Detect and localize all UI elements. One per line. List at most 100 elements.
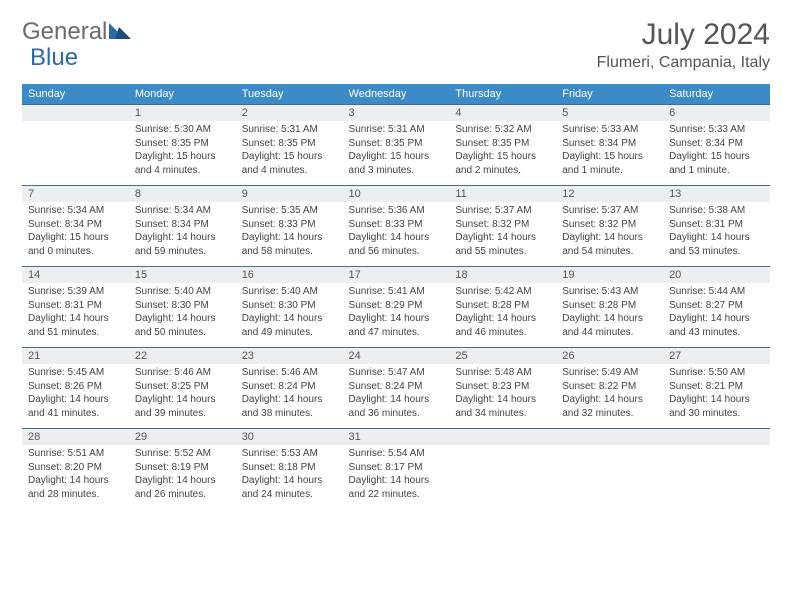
- day-number: 1: [129, 105, 236, 122]
- sunset-text: Sunset: 8:34 PM: [669, 137, 764, 151]
- daylight1-text: Daylight: 14 hours: [349, 231, 444, 245]
- daylight1-text: Daylight: 14 hours: [349, 312, 444, 326]
- day-number: 23: [236, 348, 343, 365]
- day-cell: Sunrise: 5:36 AMSunset: 8:33 PMDaylight:…: [343, 202, 450, 267]
- weekday-header: Wednesday: [343, 84, 450, 105]
- sunrise-text: Sunrise: 5:46 AM: [135, 366, 230, 380]
- daylight2-text: and 43 minutes.: [669, 326, 764, 340]
- day-cell: Sunrise: 5:34 AMSunset: 8:34 PMDaylight:…: [22, 202, 129, 267]
- daylight2-text: and 39 minutes.: [135, 407, 230, 421]
- daylight1-text: Daylight: 14 hours: [562, 231, 657, 245]
- daylight1-text: Daylight: 14 hours: [349, 474, 444, 488]
- day-number: 25: [449, 348, 556, 365]
- daylight2-text: and 51 minutes.: [28, 326, 123, 340]
- day-number: 18: [449, 267, 556, 284]
- title-block: July 2024 Flumeri, Campania, Italy: [597, 18, 770, 72]
- sunset-text: Sunset: 8:33 PM: [349, 218, 444, 232]
- sunrise-text: Sunrise: 5:34 AM: [28, 204, 123, 218]
- daylight1-text: Daylight: 14 hours: [455, 231, 550, 245]
- header: General July 2024 Flumeri, Campania, Ita…: [22, 18, 770, 72]
- day-cell: [663, 445, 770, 509]
- sunset-text: Sunset: 8:31 PM: [669, 218, 764, 232]
- day-cell: Sunrise: 5:48 AMSunset: 8:23 PMDaylight:…: [449, 364, 556, 429]
- daylight1-text: Daylight: 15 hours: [242, 150, 337, 164]
- day-content-row: Sunrise: 5:30 AMSunset: 8:35 PMDaylight:…: [22, 121, 770, 186]
- sunrise-text: Sunrise: 5:38 AM: [669, 204, 764, 218]
- sunset-text: Sunset: 8:34 PM: [28, 218, 123, 232]
- sunrise-text: Sunrise: 5:37 AM: [455, 204, 550, 218]
- day-number-row: 28293031: [22, 429, 770, 446]
- day-number: 29: [129, 429, 236, 446]
- daylight2-text: and 53 minutes.: [669, 245, 764, 259]
- weekday-header: Friday: [556, 84, 663, 105]
- sunset-text: Sunset: 8:26 PM: [28, 380, 123, 394]
- sunrise-text: Sunrise: 5:34 AM: [135, 204, 230, 218]
- daylight1-text: Daylight: 14 hours: [562, 312, 657, 326]
- daylight1-text: Daylight: 14 hours: [242, 474, 337, 488]
- daylight2-text: and 36 minutes.: [349, 407, 444, 421]
- day-number: 12: [556, 186, 663, 203]
- sunrise-text: Sunrise: 5:40 AM: [135, 285, 230, 299]
- sunrise-text: Sunrise: 5:41 AM: [349, 285, 444, 299]
- day-number: 2: [236, 105, 343, 122]
- sunset-text: Sunset: 8:32 PM: [455, 218, 550, 232]
- weekday-header-row: Sunday Monday Tuesday Wednesday Thursday…: [22, 84, 770, 105]
- day-number: 31: [343, 429, 450, 446]
- day-number: 7: [22, 186, 129, 203]
- day-number: 28: [22, 429, 129, 446]
- day-cell: Sunrise: 5:39 AMSunset: 8:31 PMDaylight:…: [22, 283, 129, 348]
- sunset-text: Sunset: 8:28 PM: [562, 299, 657, 313]
- daylight2-text: and 34 minutes.: [455, 407, 550, 421]
- day-cell: Sunrise: 5:49 AMSunset: 8:22 PMDaylight:…: [556, 364, 663, 429]
- day-number: 19: [556, 267, 663, 284]
- day-number: 17: [343, 267, 450, 284]
- day-cell: Sunrise: 5:46 AMSunset: 8:24 PMDaylight:…: [236, 364, 343, 429]
- daylight1-text: Daylight: 15 hours: [455, 150, 550, 164]
- day-number: 13: [663, 186, 770, 203]
- day-cell: Sunrise: 5:37 AMSunset: 8:32 PMDaylight:…: [449, 202, 556, 267]
- daylight1-text: Daylight: 14 hours: [135, 231, 230, 245]
- daylight2-text: and 32 minutes.: [562, 407, 657, 421]
- day-number: 3: [343, 105, 450, 122]
- day-cell: Sunrise: 5:46 AMSunset: 8:25 PMDaylight:…: [129, 364, 236, 429]
- day-cell: [22, 121, 129, 186]
- sunset-text: Sunset: 8:27 PM: [669, 299, 764, 313]
- day-cell: Sunrise: 5:47 AMSunset: 8:24 PMDaylight:…: [343, 364, 450, 429]
- daylight1-text: Daylight: 14 hours: [242, 312, 337, 326]
- day-cell: Sunrise: 5:53 AMSunset: 8:18 PMDaylight:…: [236, 445, 343, 509]
- day-cell: Sunrise: 5:40 AMSunset: 8:30 PMDaylight:…: [129, 283, 236, 348]
- sunrise-text: Sunrise: 5:31 AM: [242, 123, 337, 137]
- day-number: 26: [556, 348, 663, 365]
- sunset-text: Sunset: 8:33 PM: [242, 218, 337, 232]
- daylight1-text: Daylight: 14 hours: [28, 474, 123, 488]
- weekday-header: Tuesday: [236, 84, 343, 105]
- sunrise-text: Sunrise: 5:39 AM: [28, 285, 123, 299]
- day-number: [449, 429, 556, 446]
- location: Flumeri, Campania, Italy: [597, 54, 770, 72]
- daylight2-text: and 1 minute.: [562, 164, 657, 178]
- daylight2-text: and 22 minutes.: [349, 488, 444, 502]
- day-number: 5: [556, 105, 663, 122]
- daylight2-text: and 47 minutes.: [349, 326, 444, 340]
- daylight1-text: Daylight: 14 hours: [135, 474, 230, 488]
- day-number: 11: [449, 186, 556, 203]
- day-cell: Sunrise: 5:35 AMSunset: 8:33 PMDaylight:…: [236, 202, 343, 267]
- daylight1-text: Daylight: 15 hours: [28, 231, 123, 245]
- sunrise-text: Sunrise: 5:51 AM: [28, 447, 123, 461]
- daylight1-text: Daylight: 14 hours: [135, 393, 230, 407]
- sunrise-text: Sunrise: 5:36 AM: [349, 204, 444, 218]
- day-number: 30: [236, 429, 343, 446]
- day-number-row: 78910111213: [22, 186, 770, 203]
- sunset-text: Sunset: 8:35 PM: [455, 137, 550, 151]
- daylight1-text: Daylight: 14 hours: [349, 393, 444, 407]
- daylight1-text: Daylight: 14 hours: [455, 312, 550, 326]
- daylight2-text: and 55 minutes.: [455, 245, 550, 259]
- sunrise-text: Sunrise: 5:40 AM: [242, 285, 337, 299]
- day-content-row: Sunrise: 5:39 AMSunset: 8:31 PMDaylight:…: [22, 283, 770, 348]
- daylight2-text: and 44 minutes.: [562, 326, 657, 340]
- sunset-text: Sunset: 8:22 PM: [562, 380, 657, 394]
- day-number: 9: [236, 186, 343, 203]
- daylight1-text: Daylight: 14 hours: [669, 231, 764, 245]
- sunset-text: Sunset: 8:18 PM: [242, 461, 337, 475]
- sunset-text: Sunset: 8:23 PM: [455, 380, 550, 394]
